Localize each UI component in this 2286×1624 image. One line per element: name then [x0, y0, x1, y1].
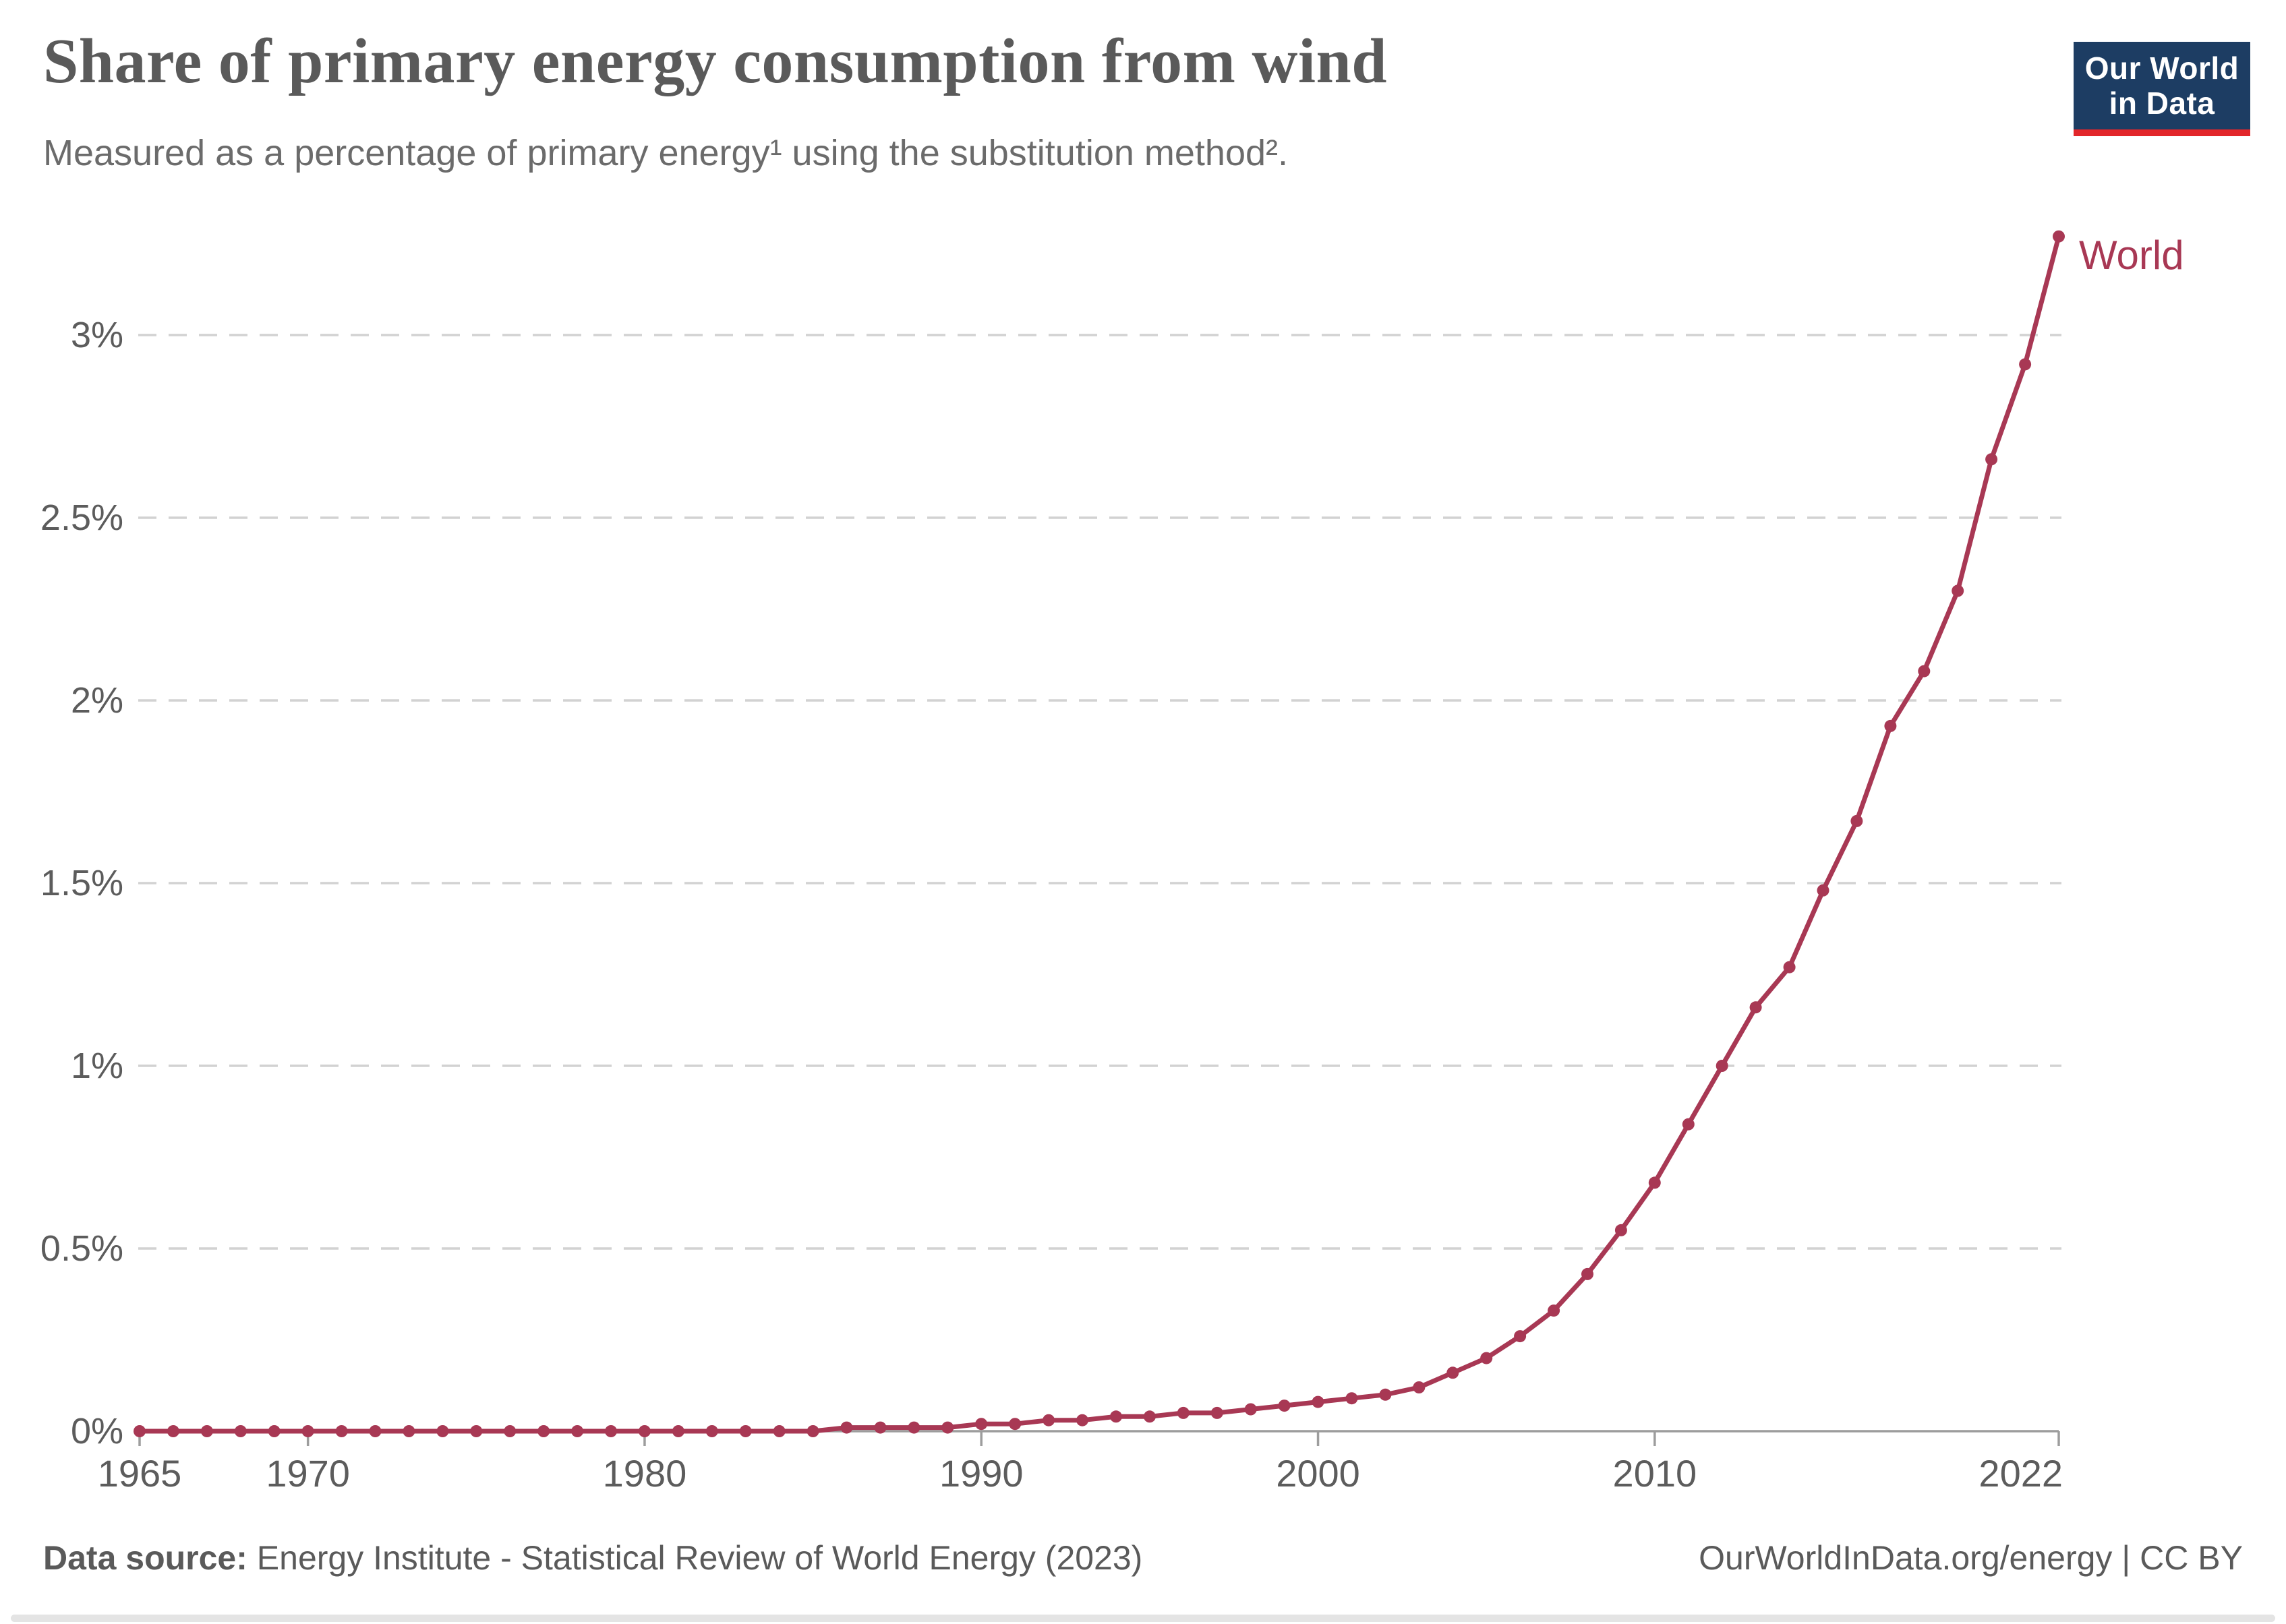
data-point-World-1986[interactable] [840, 1421, 853, 1434]
data-point-World-2001[interactable] [1345, 1392, 1358, 1405]
data-point-World-2005[interactable] [1480, 1352, 1493, 1364]
data-point-World-1980[interactable] [638, 1425, 651, 1437]
data-point-World-2008[interactable] [1581, 1267, 1593, 1280]
x-tick-label-2010: 2010 [1613, 1452, 1697, 1495]
data-point-World-2015[interactable] [1817, 884, 1829, 897]
chart-footer: Data source: Energy Institute - Statisti… [43, 1538, 2243, 1577]
data-point-World-1999[interactable] [1278, 1400, 1291, 1412]
data-point-World-2022[interactable] [2053, 230, 2065, 243]
data-point-World-1996[interactable] [1177, 1406, 1190, 1419]
data-point-World-1985[interactable] [807, 1425, 819, 1437]
data-point-World-1965[interactable] [134, 1425, 146, 1437]
data-point-World-1972[interactable] [369, 1425, 382, 1437]
data-point-World-1975[interactable] [470, 1425, 483, 1437]
owid-credit-link[interactable]: OurWorldInData.org/energy | CC BY [1699, 1539, 2243, 1577]
data-point-World-1987[interactable] [874, 1421, 887, 1434]
data-point-World-2012[interactable] [1716, 1060, 1728, 1072]
y-tick-label-3%: 3% [71, 315, 123, 355]
data-point-World-2006[interactable] [1514, 1330, 1527, 1343]
data-point-World-1994[interactable] [1110, 1410, 1122, 1423]
y-tick-label-0%: 0% [71, 1411, 123, 1451]
data-point-World-1998[interactable] [1244, 1403, 1257, 1416]
data-point-World-1974[interactable] [436, 1425, 449, 1437]
data-source-label: Data source: [43, 1539, 247, 1577]
data-point-World-1967[interactable] [200, 1425, 213, 1437]
y-tick-label-0.5%: 0.5% [40, 1228, 123, 1269]
data-point-World-2007[interactable] [1548, 1304, 1560, 1317]
series-label-World[interactable]: World [2079, 233, 2184, 278]
data-point-World-1993[interactable] [1076, 1414, 1088, 1426]
timeline-strip[interactable] [11, 1615, 2275, 1622]
data-point-World-2017[interactable] [1884, 719, 1897, 732]
data-point-World-1970[interactable] [301, 1425, 314, 1437]
x-tick-label-1980: 1980 [603, 1452, 687, 1495]
data-point-World-1991[interactable] [1009, 1418, 1022, 1431]
data-point-World-1989[interactable] [941, 1421, 954, 1434]
data-point-World-1976[interactable] [504, 1425, 517, 1437]
x-tick-label-2022: 2022 [1979, 1452, 2063, 1495]
y-tick-label-1%: 1% [71, 1046, 123, 1086]
page-subtitle: Measured as a percentage of primary ener… [43, 133, 1288, 173]
data-point-World-2010[interactable] [1648, 1176, 1661, 1189]
data-point-World-1978[interactable] [571, 1425, 584, 1437]
y-tick-label-2%: 2% [71, 680, 123, 721]
x-tick-label-1965: 1965 [98, 1452, 182, 1495]
data-point-World-2019[interactable] [1952, 584, 1964, 597]
data-point-World-2018[interactable] [1918, 665, 1931, 678]
data-point-World-2016[interactable] [1850, 814, 1863, 827]
data-point-World-2003[interactable] [1413, 1381, 1426, 1393]
data-point-World-2020[interactable] [1985, 453, 1998, 466]
data-point-World-1971[interactable] [335, 1425, 348, 1437]
data-point-World-2021[interactable] [2019, 358, 2032, 371]
owid-logo[interactable]: Our World in Data [2074, 42, 2250, 136]
data-point-World-1983[interactable] [739, 1425, 752, 1437]
data-point-World-1966[interactable] [167, 1425, 179, 1437]
data-point-World-1995[interactable] [1143, 1410, 1156, 1423]
y-tick-label-2.5%: 2.5% [40, 498, 123, 538]
data-point-World-1981[interactable] [672, 1425, 684, 1437]
data-point-World-1968[interactable] [234, 1425, 247, 1437]
owid-logo-line1: Our World [2084, 51, 2239, 86]
owid-logo-line2: in Data [2109, 86, 2215, 121]
data-point-World-2000[interactable] [1312, 1395, 1324, 1408]
data-point-World-1977[interactable] [537, 1425, 550, 1437]
x-tick-label-1990: 1990 [939, 1452, 1024, 1495]
page-title: Share of primary energy consumption from… [43, 26, 1388, 96]
data-source-note: Data source: Energy Institute - Statisti… [43, 1538, 1142, 1577]
data-point-World-2013[interactable] [1749, 1001, 1762, 1014]
data-point-World-1979[interactable] [605, 1425, 617, 1437]
data-point-World-2002[interactable] [1379, 1388, 1392, 1401]
data-point-World-1982[interactable] [705, 1425, 718, 1437]
data-point-World-2011[interactable] [1682, 1118, 1695, 1131]
data-point-World-1992[interactable] [1043, 1414, 1055, 1426]
data-point-World-2009[interactable] [1614, 1224, 1627, 1236]
data-point-World-1973[interactable] [403, 1425, 415, 1437]
data-point-World-1990[interactable] [975, 1418, 988, 1431]
data-point-World-1997[interactable] [1210, 1406, 1223, 1419]
data-point-World-2004[interactable] [1446, 1366, 1459, 1379]
data-point-World-1969[interactable] [268, 1425, 281, 1437]
data-point-World-2014[interactable] [1783, 961, 1796, 973]
series-line-World[interactable] [137, 234, 2061, 1434]
x-tick-label-1970: 1970 [266, 1452, 350, 1495]
data-source-text: Energy Institute - Statistical Review of… [256, 1539, 1143, 1577]
x-tick-label-2000: 2000 [1276, 1452, 1360, 1495]
data-point-World-1988[interactable] [908, 1421, 920, 1434]
y-tick-label-1.5%: 1.5% [40, 863, 123, 903]
data-point-World-1984[interactable] [773, 1425, 786, 1437]
